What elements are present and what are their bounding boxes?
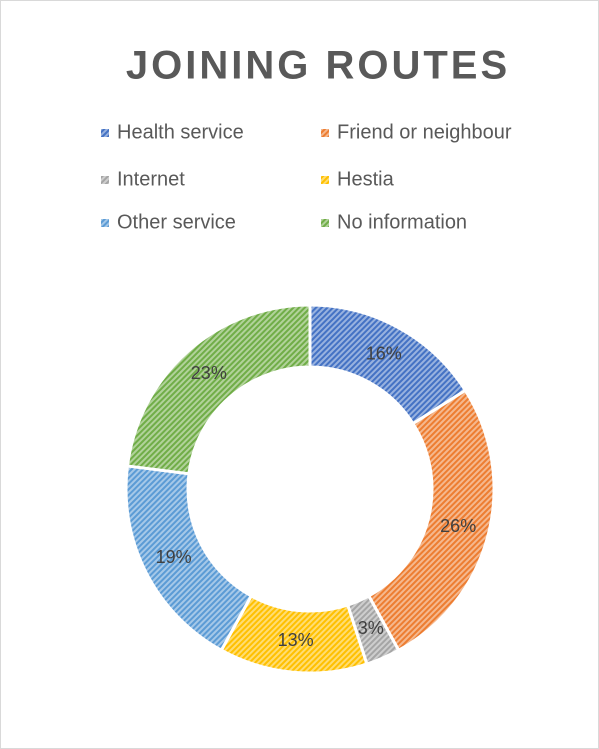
chart-title: JOINING ROUTES (126, 44, 510, 88)
legend-label: No information (337, 211, 467, 233)
legend-swatch (321, 219, 329, 227)
data-label: 13% (278, 630, 314, 650)
legend-swatch (321, 129, 329, 137)
data-label: 3% (358, 618, 384, 638)
legend-swatch (101, 219, 109, 227)
legend-swatch (321, 176, 329, 184)
legend-swatch (101, 129, 109, 137)
legend-label: Health service (117, 121, 244, 143)
donut-segment (366, 388, 496, 653)
data-label: 16% (366, 344, 402, 364)
legend-label: Internet (117, 168, 185, 190)
legend-label: Other service (117, 211, 236, 233)
data-label: 23% (191, 363, 227, 383)
legend-swatch (101, 176, 109, 184)
data-label: 19% (156, 547, 192, 567)
legend-label: Friend or neighbour (337, 121, 512, 143)
data-label: 26% (440, 516, 476, 536)
legend-label: Hestia (337, 168, 395, 190)
donut-segment (125, 303, 312, 476)
